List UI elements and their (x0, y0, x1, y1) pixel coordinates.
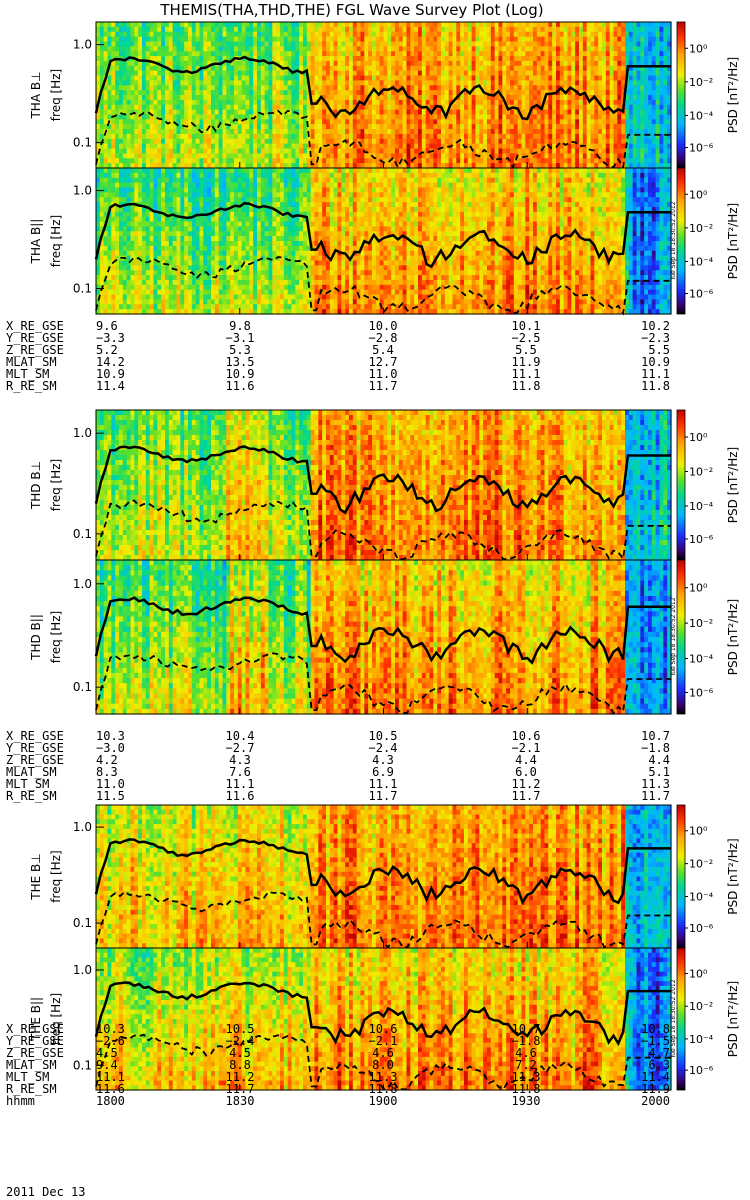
colorbar-tick-label: 10⁻² (689, 858, 713, 871)
freq-axis-label: freq [Hz] (49, 850, 63, 902)
colorbar-tick-label: 10⁰ (689, 42, 708, 55)
panel-THD-B⊥: 1.0 0.1 THD B⊥ freq [Hz] 10⁰ 10⁻² 10⁻⁴ 10⁻⁶ PSD … (29, 410, 740, 561)
panel-THA-B⊥: 1.0 0.1 THA B⊥ freq [Hz] 10⁰ 10⁻² 10⁻⁴ 10⁻⁶ PSD … (29, 22, 740, 169)
y-tick-label: 1.0 (73, 38, 92, 52)
colorbar-tick-label: 10⁻⁶ (689, 686, 714, 699)
timestamp-label: Tue Sep 18 18:30:52 2012 (670, 979, 677, 1059)
freq-axis-label: freq [Hz] (49, 611, 63, 663)
colorbar-tick-label: 10⁻⁶ (689, 1064, 714, 1077)
spectrogram-cells (96, 168, 672, 315)
colorbar-tick-label: 10⁻⁶ (689, 288, 714, 301)
colorbar-tick-label: 10⁻⁶ (689, 142, 714, 155)
time-tick-label: 1830 (226, 1094, 255, 1108)
y-tick-label: 0.1 (73, 680, 92, 694)
colorbar (677, 805, 685, 948)
panel-THD-B||: 1.0 0.1 THD B|| freq [Hz] 10⁰ 10⁻² 10⁻⁴ 10⁻⁶ PSD… (29, 560, 740, 715)
time-tick-label: 1800 (96, 1094, 125, 1108)
freq-axis-label: freq [Hz] (49, 69, 63, 121)
timestamp-label: Tue Sep 18 18:30:52 2012 (670, 597, 677, 677)
panel-label: THE B⊥ (29, 853, 43, 900)
colorbar (677, 22, 685, 168)
colorbar-tick-label: 10⁻⁴ (689, 891, 714, 904)
timestamp-label: Tue Sep 18 18:30:52 2012 (670, 201, 677, 281)
time-tick-label: 1930 (512, 1094, 541, 1108)
ephemeris-THA: X_RE_GSE 9.6 9.8 10.0 10.1 10.2Y_RE_GSE −3.3 −3… (6, 319, 670, 393)
colorbar-tick-label: 10⁰ (689, 968, 708, 981)
colorbar (677, 948, 685, 1090)
ephemeris-row-name: R_RE_SM (6, 379, 57, 393)
colorbar-tick-label: 10⁰ (689, 431, 708, 444)
y-tick-label: 0.1 (73, 1058, 92, 1072)
y-tick-label: 1.0 (73, 820, 92, 834)
colorbar-tick-label: 10⁻⁴ (689, 109, 714, 122)
colorbar-tick-label: 10⁻² (689, 222, 713, 235)
colorbar-label: PSD [nT²/Hz] (726, 203, 740, 279)
colorbar (677, 168, 685, 314)
colorbar-tick-label: 10⁰ (689, 188, 708, 201)
y-tick-label: 1.0 (73, 963, 92, 977)
colorbar-tick-label: 10⁻² (689, 1000, 713, 1013)
colorbar-tick-label: 10⁻⁶ (689, 533, 714, 546)
colorbar-tick-label: 10⁻⁴ (689, 500, 714, 513)
ephemeris-THD: X_RE_GSE 10.3 10.4 10.5 10.6 10.7Y_RE_GSE −3.0… (6, 729, 670, 803)
colorbar-tick-label: 10⁻⁴ (689, 1033, 714, 1046)
time-tick-label: 2000 (641, 1094, 670, 1108)
ephemeris-value: 11.7 (512, 789, 541, 803)
ephemeris-value: 11.7 (369, 789, 398, 803)
time-axis-row: hhmm 1800 1830 1900 1930 2000 (6, 1094, 670, 1108)
ephemeris-value: 11.7 (369, 379, 398, 393)
figure-title: THEMIS(THA,THD,THE) FGL Wave Survey Plot… (159, 1, 543, 19)
colorbar (677, 410, 685, 560)
colorbar-label: PSD [nT²/Hz] (726, 981, 740, 1057)
date-label: 2011 Dec 13 (6, 1185, 85, 1199)
ephemeris-value: 11.5 (96, 789, 125, 803)
colorbar-tick-label: 10⁻² (689, 466, 713, 479)
panel-label: THA B|| (29, 219, 43, 265)
ephemeris-value: 11.4 (96, 379, 125, 393)
colorbar-tick-label: 10⁻⁴ (689, 255, 714, 268)
panel-label: THD B|| (29, 614, 43, 661)
y-tick-label: 1.0 (73, 577, 92, 591)
colorbar-label: PSD [nT²/Hz] (726, 838, 740, 914)
panel-THA-B||: 1.0 0.1 THA B|| freq [Hz] 10⁰ 10⁻² 10⁻⁴ 10⁻⁶ PSD… (29, 168, 740, 315)
colorbar-tick-label: 10⁻⁶ (689, 922, 714, 935)
ephemeris-value: 11.8 (641, 379, 670, 393)
colorbar-label: PSD [nT²/Hz] (726, 57, 740, 133)
panel-label: THD B⊥ (29, 461, 43, 510)
colorbar-label: PSD [nT²/Hz] (726, 447, 740, 523)
freq-axis-label: freq [Hz] (49, 459, 63, 511)
y-tick-label: 0.1 (73, 527, 92, 541)
y-tick-label: 1.0 (73, 426, 92, 440)
colorbar-tick-label: 10⁻⁴ (689, 653, 714, 666)
y-tick-label: 0.1 (73, 282, 92, 296)
ephemeris-value: 11.6 (226, 789, 255, 803)
colorbar-label: PSD [nT²/Hz] (726, 599, 740, 675)
ephemeris-row-name: R_RE_SM (6, 789, 57, 803)
time-tick-label: 1900 (369, 1094, 398, 1108)
ephemeris-value: 11.8 (512, 379, 541, 393)
time-axis-label: hhmm (6, 1094, 35, 1108)
colorbar-tick-label: 10⁻² (689, 617, 713, 630)
y-tick-label: 1.0 (73, 184, 92, 198)
y-tick-label: 0.1 (73, 136, 92, 150)
colorbar-tick-label: 10⁰ (689, 582, 708, 595)
panel-THE-B⊥: 1.0 0.1 THE B⊥ freq [Hz] 10⁰ 10⁻² 10⁻⁴ 10⁻⁶ PSD … (29, 805, 740, 949)
spectrogram-panels: 1.0 0.1 THA B⊥ freq [Hz] 10⁰ 10⁻² 10⁻⁴ 10⁻⁶ PSD … (29, 22, 740, 1091)
ephemeris-value: 11.7 (641, 789, 670, 803)
freq-axis-label: freq [Hz] (49, 215, 63, 267)
ephemeris-value: 11.6 (226, 379, 255, 393)
y-tick-label: 0.1 (73, 916, 92, 930)
panel-label: THA B⊥ (29, 71, 43, 119)
colorbar (677, 560, 685, 714)
colorbar-tick-label: 10⁰ (689, 825, 708, 838)
colorbar-tick-label: 10⁻² (689, 76, 713, 89)
